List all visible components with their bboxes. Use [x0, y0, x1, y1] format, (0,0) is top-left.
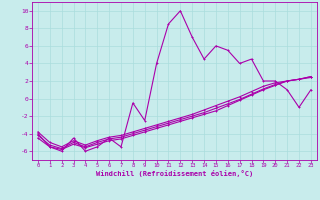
X-axis label: Windchill (Refroidissement éolien,°C): Windchill (Refroidissement éolien,°C): [96, 170, 253, 177]
